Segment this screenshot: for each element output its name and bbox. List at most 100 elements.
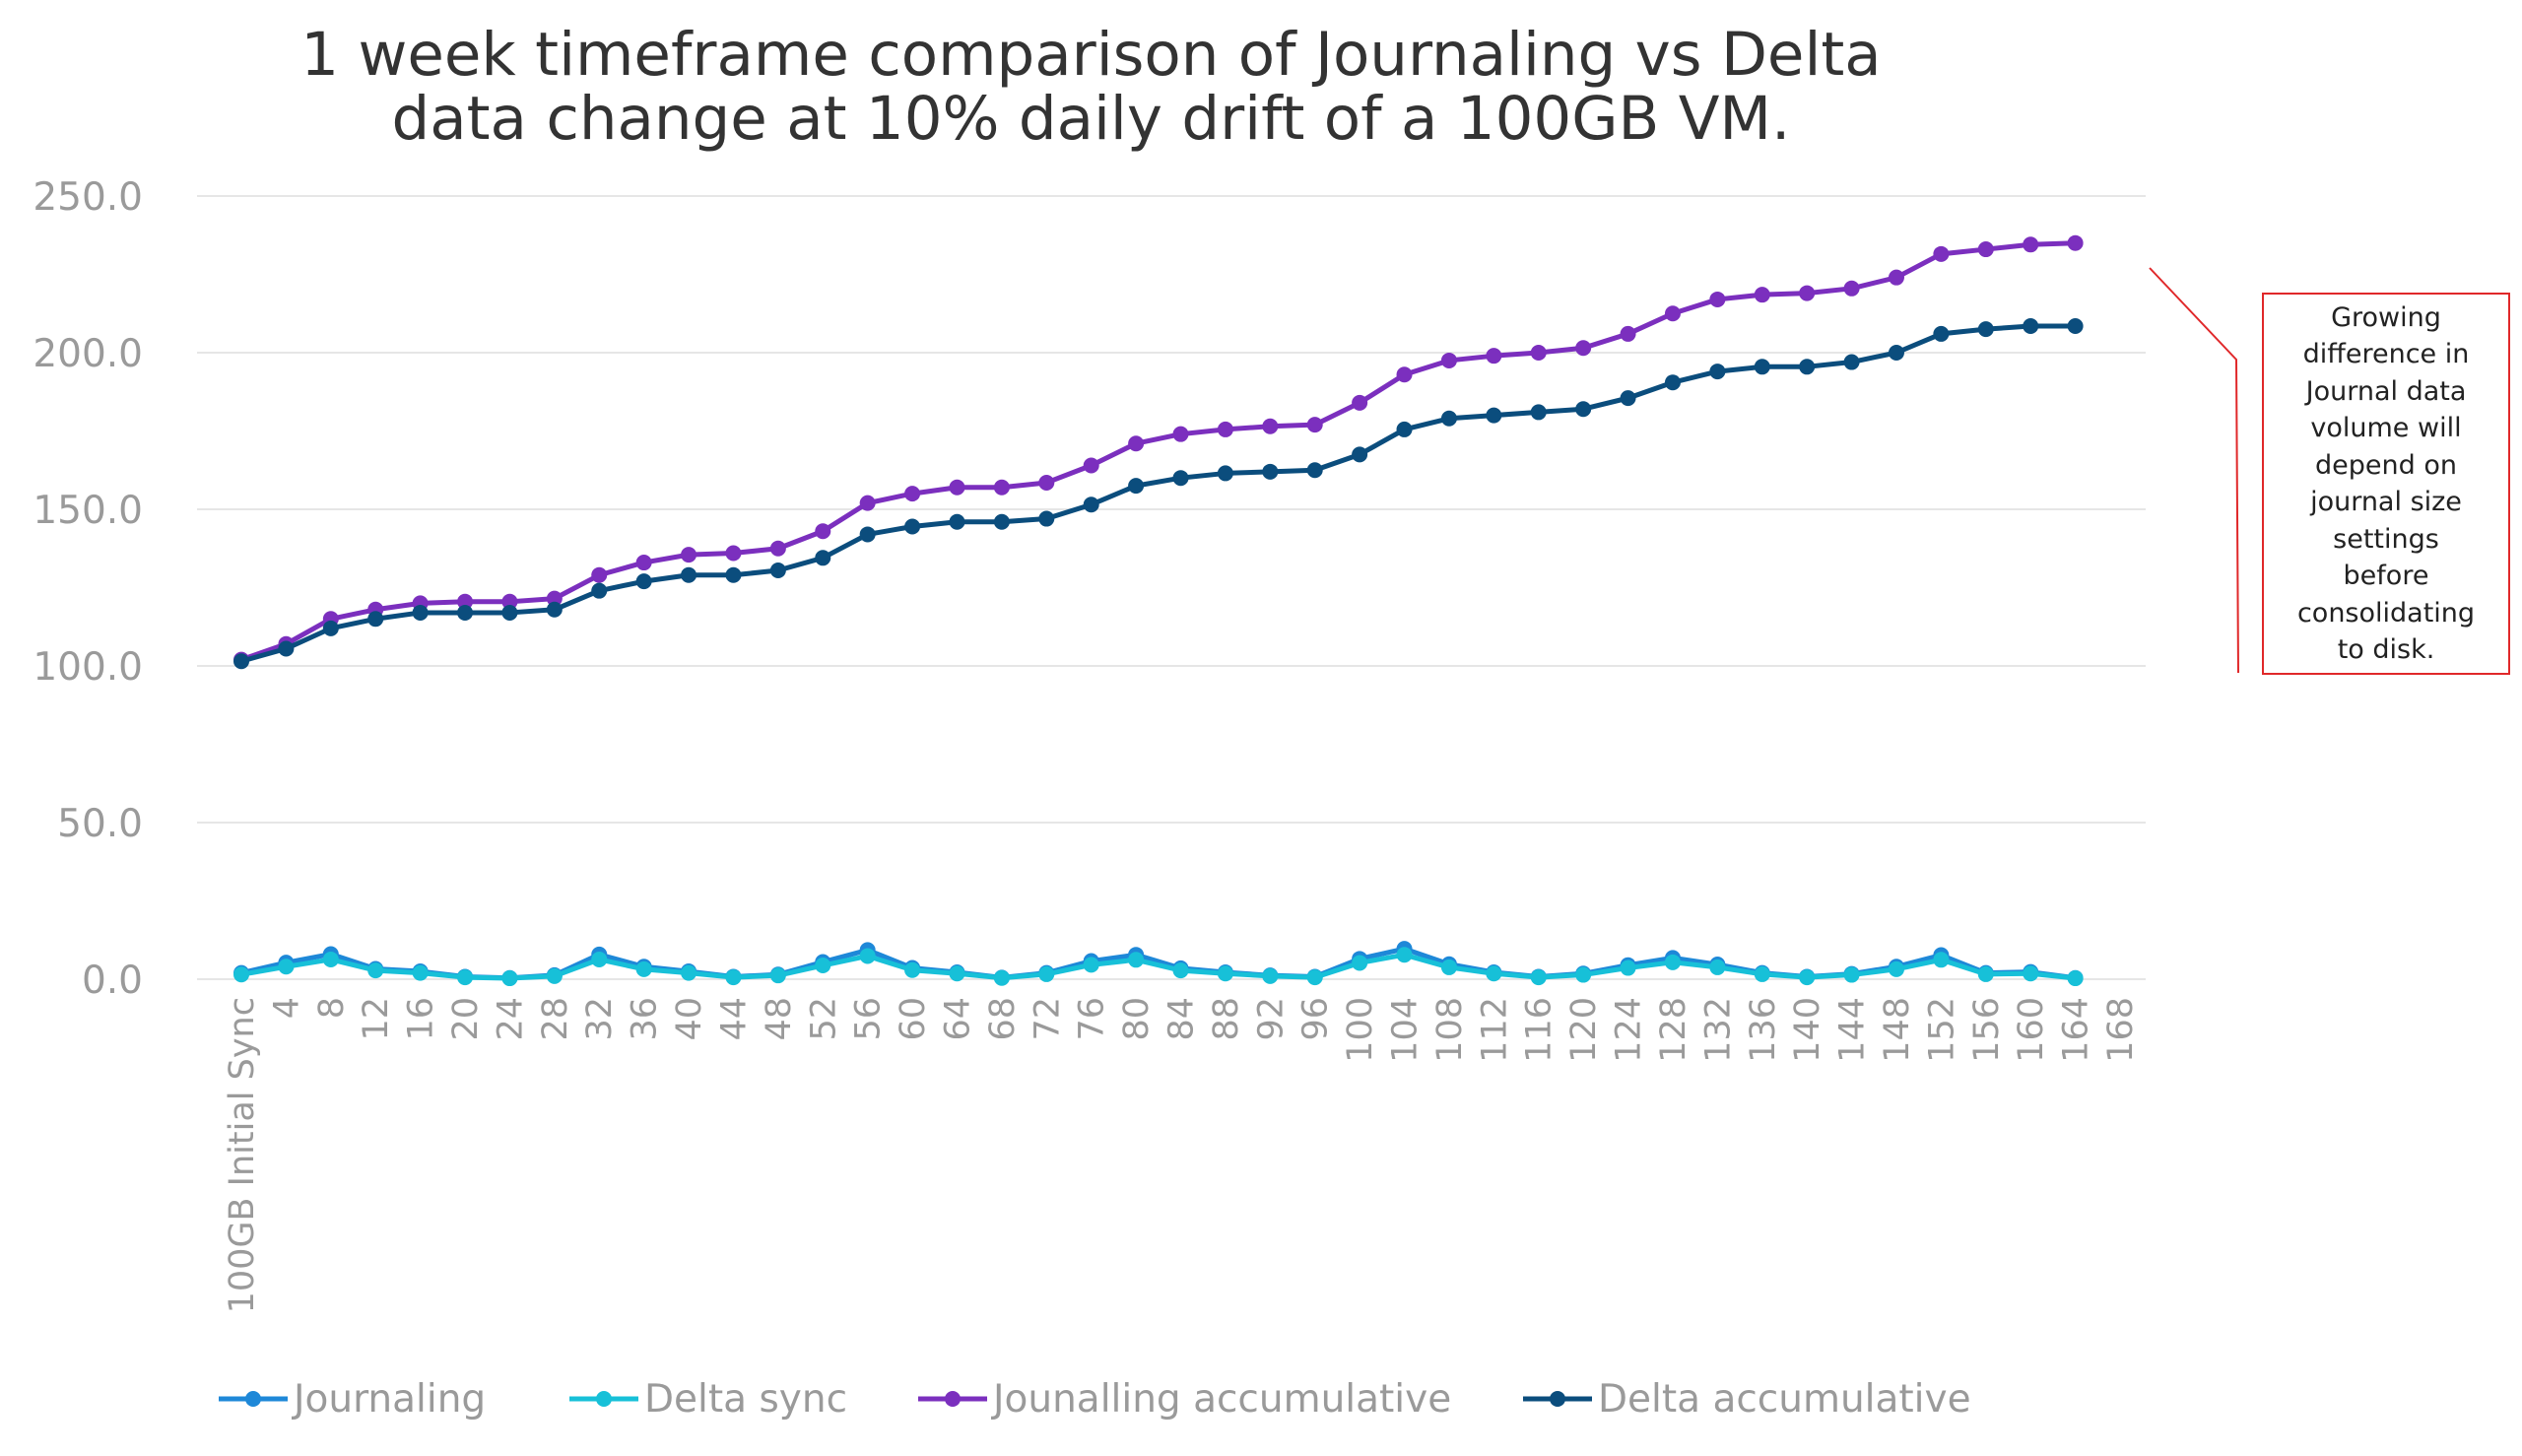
- data-point: [1799, 285, 1816, 301]
- annotation-line: volume will: [2310, 413, 2462, 443]
- x-tick-label: 68: [983, 997, 1023, 1041]
- data-point: [2023, 317, 2039, 334]
- y-tick-label: 150.0: [33, 489, 143, 533]
- data-point: [233, 653, 249, 670]
- y-tick-label: 200.0: [33, 332, 143, 376]
- data-point: [1933, 325, 1950, 342]
- data-point: [904, 518, 921, 535]
- annotation-line: Journal data: [2305, 375, 2467, 407]
- data-point: [1664, 305, 1681, 322]
- legend-swatch-marker: [1550, 1391, 1565, 1407]
- data-point: [1352, 446, 1368, 463]
- data-point: [635, 555, 652, 571]
- data-point: [1754, 359, 1770, 375]
- legend-label: Journaling: [291, 1377, 486, 1422]
- data-point: [859, 948, 876, 964]
- data-point: [769, 563, 786, 579]
- data-point: [278, 640, 295, 657]
- annotation-line: depend on: [2315, 449, 2457, 481]
- annotation-line: settings: [2333, 523, 2439, 555]
- data-point: [1977, 965, 1994, 982]
- data-point: [1128, 435, 1145, 452]
- x-tick-label: 12: [357, 997, 396, 1041]
- data-point: [1352, 955, 1368, 971]
- x-tick-label: 16: [402, 997, 441, 1041]
- data-point: [546, 590, 563, 607]
- data-point: [2067, 970, 2084, 987]
- x-tick-label: 8: [312, 997, 352, 1019]
- data-point: [681, 566, 697, 583]
- data-point: [769, 540, 786, 557]
- data-point: [1172, 962, 1189, 979]
- x-tick-label: 144: [1833, 997, 1873, 1063]
- y-tick-label: 100.0: [33, 645, 143, 690]
- x-tick-label: 156: [1967, 997, 2007, 1063]
- data-point: [949, 513, 965, 530]
- data-point: [681, 547, 697, 563]
- data-point: [949, 479, 965, 496]
- data-point: [1440, 959, 1457, 975]
- data-point: [1038, 474, 1055, 491]
- data-point: [904, 961, 921, 978]
- y-tick-label: 0.0: [82, 959, 143, 1003]
- data-point: [412, 964, 429, 981]
- data-point: [322, 620, 339, 636]
- x-tick-label: 164: [2057, 997, 2096, 1063]
- data-point: [1083, 496, 1099, 513]
- data-point: [725, 969, 742, 986]
- x-tick-label: 160: [2012, 997, 2051, 1063]
- data-point: [1709, 959, 1726, 975]
- data-point: [457, 969, 474, 986]
- data-point: [1709, 364, 1726, 380]
- data-point: [1843, 354, 1860, 370]
- x-tick-label: 56: [849, 997, 889, 1041]
- annotation-line: before: [2343, 561, 2429, 591]
- data-point: [1486, 965, 1502, 982]
- data-point: [1396, 366, 1413, 383]
- annotation-line: to disk.: [2337, 634, 2435, 665]
- data-point: [2023, 236, 2039, 253]
- data-point: [1933, 245, 1950, 262]
- data-point: [1486, 407, 1502, 424]
- data-point: [1754, 965, 1770, 982]
- annotation-line: consolidating: [2296, 597, 2476, 629]
- data-point: [725, 545, 742, 562]
- data-point: [591, 566, 608, 583]
- x-tick-label: 108: [1430, 997, 1470, 1063]
- data-point: [1128, 952, 1145, 968]
- x-tick-label: 96: [1296, 997, 1336, 1041]
- x-tick-label: 52: [804, 997, 843, 1041]
- data-point: [1799, 359, 1816, 375]
- data-point: [1977, 241, 1994, 258]
- data-point: [725, 566, 742, 583]
- data-point: [1083, 957, 1099, 973]
- data-point: [859, 526, 876, 543]
- x-tick-label: 92: [1251, 997, 1291, 1041]
- data-point: [815, 958, 831, 974]
- data-point: [1217, 465, 1233, 482]
- y-tick-label: 50.0: [57, 802, 143, 846]
- data-point: [993, 513, 1010, 530]
- data-point: [591, 951, 608, 967]
- x-tick-label: 84: [1162, 997, 1202, 1041]
- annotation-connector: [2149, 267, 2239, 674]
- x-tick-label: 104: [1386, 997, 1426, 1063]
- x-tick-label: 40: [670, 997, 709, 1041]
- data-point: [1306, 462, 1323, 479]
- x-tick-label: 76: [1073, 997, 1112, 1041]
- data-point: [1664, 954, 1681, 970]
- data-point: [1530, 404, 1547, 421]
- data-point: [1575, 401, 1592, 418]
- x-tick-label: 36: [626, 997, 665, 1041]
- data-point: [1128, 478, 1145, 495]
- legend-swatch-marker: [245, 1391, 261, 1407]
- data-point: [2067, 234, 2084, 251]
- x-tick-label: 64: [938, 997, 977, 1041]
- data-point: [815, 550, 831, 566]
- x-tick-label: 24: [491, 997, 530, 1041]
- data-point: [1843, 280, 1860, 297]
- x-tick-label: 124: [1610, 997, 1649, 1063]
- data-point: [457, 604, 474, 621]
- data-point: [1620, 390, 1636, 407]
- data-point: [1262, 967, 1279, 984]
